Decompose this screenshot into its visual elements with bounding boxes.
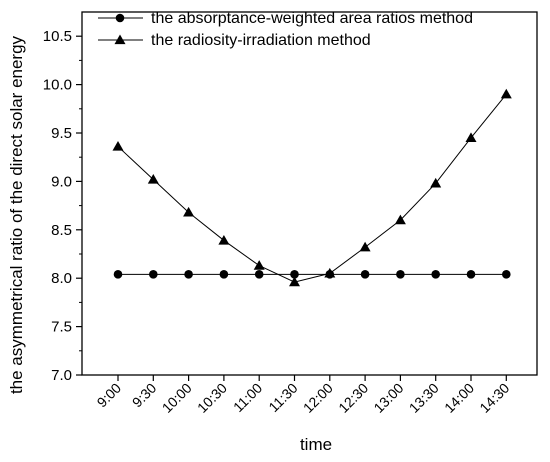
x-tick-label: 13:00 xyxy=(370,380,406,416)
data-point xyxy=(254,270,264,279)
data-point xyxy=(290,270,299,279)
y-tick-label: 10.5 xyxy=(43,28,72,45)
data-point xyxy=(502,270,511,279)
axes xyxy=(81,11,538,376)
y-tick-label: 9.5 xyxy=(51,125,72,142)
x-tick-label: 14:00 xyxy=(441,380,477,416)
x-tick-label: 12:00 xyxy=(300,380,336,416)
data-point xyxy=(289,276,300,287)
legend-item: the absorptance-weighted area ratios met… xyxy=(98,10,473,27)
legend-label: the radiosity-irradiation method xyxy=(151,32,371,49)
x-tick-label: 12:30 xyxy=(335,380,371,416)
x-tick-label: 9:30 xyxy=(129,380,160,411)
data-point xyxy=(147,173,159,184)
legend-marker xyxy=(115,13,125,23)
y-axis-ticks: 7.0 7.5 8.0 8.5 9.0 9.5 10.0 10.5 xyxy=(43,28,82,384)
legend: the absorptance-weighted area ratios met… xyxy=(98,10,473,49)
y-tick-label: 7.0 xyxy=(51,367,72,384)
series-2 xyxy=(112,88,512,287)
y-tick-label: 8.0 xyxy=(51,270,72,287)
data-point xyxy=(183,206,195,217)
x-tick-label: 11:00 xyxy=(230,380,266,416)
y-tick-label: 8.5 xyxy=(51,222,72,239)
data-point xyxy=(253,260,265,270)
legend-label: the absorptance-weighted area ratios met… xyxy=(151,10,473,27)
y-axis-label: the asymmetrical ratio of the direct sol… xyxy=(7,35,26,394)
plot-frame xyxy=(81,11,538,376)
legend-marker xyxy=(114,34,126,45)
y-tick-label: 10.0 xyxy=(43,77,72,94)
x-tick-label: 11:30 xyxy=(265,380,301,416)
x-tick-label: 10:30 xyxy=(194,380,230,416)
data-point xyxy=(430,177,442,188)
x-axis-label: time xyxy=(300,435,332,454)
data-point xyxy=(431,270,441,279)
data-point xyxy=(359,241,371,252)
data-point xyxy=(218,234,230,245)
x-axis-ticks: 9:00 9:30 10:00 10:30 11:00 11:30 12:00 12:30 13… xyxy=(94,375,513,416)
y-tick-label: 7.5 xyxy=(51,319,72,336)
y-tick-label: 9.0 xyxy=(51,173,72,190)
series-group xyxy=(112,88,512,287)
data-point xyxy=(113,270,123,279)
series-line xyxy=(117,93,507,283)
data-point xyxy=(394,214,406,225)
data-point xyxy=(466,270,476,279)
data-point xyxy=(396,270,405,279)
legend-item: the radiosity-irradiation method xyxy=(98,32,371,49)
data-point xyxy=(360,270,370,279)
data-point xyxy=(149,270,158,279)
x-tick-label: 14:30 xyxy=(476,380,512,416)
data-point xyxy=(112,141,124,151)
data-point xyxy=(219,270,229,279)
x-tick-label: 9:00 xyxy=(94,380,125,411)
data-point xyxy=(184,270,193,279)
x-tick-label: 10:00 xyxy=(159,380,195,416)
data-point xyxy=(465,132,477,142)
x-tick-label: 13:30 xyxy=(406,380,442,416)
data-point xyxy=(324,267,336,278)
data-point xyxy=(500,88,512,99)
